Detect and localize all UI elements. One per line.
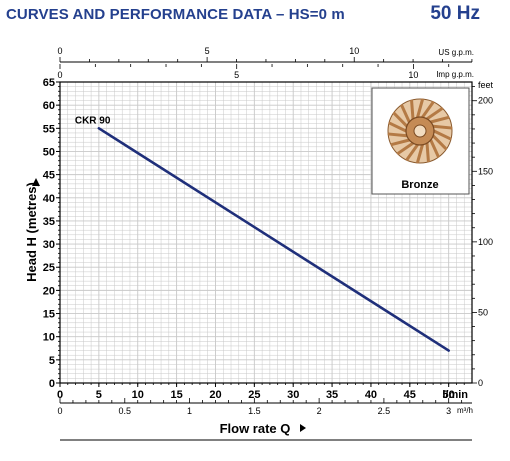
series-label: CKR 90 [75,115,111,126]
inset-label: Bronze [401,179,438,191]
series: CKR 90 [75,115,450,352]
y-tick-label: 20 [43,285,55,297]
impeller-vane [425,107,444,121]
m3h-tick-label: 1.5 [248,406,261,416]
us-gpm-tick-label: 5 [205,46,210,56]
y-tick-label: 45 [43,170,55,182]
m3h-tick-label: 0 [57,406,62,416]
imp-gpm-tick-label: 0 [57,70,62,80]
m3h-tick-label: 2 [317,406,322,416]
frequency-label: 50 Hz [430,3,480,24]
m3h-tick-label: 0.5 [119,406,132,416]
y-tick-label: 15 [43,309,55,321]
m3h-tick-label: 1 [187,406,192,416]
y-tick-label: 10 [43,332,55,344]
y-axis-title: Head H (metres) [24,182,39,282]
impeller-vane [431,134,448,150]
imp-gpm-tick-label: 10 [408,70,418,80]
impeller-vane [420,101,435,119]
feet-tick-label: 200 [478,96,493,106]
impeller-vane [410,99,415,121]
y-tick-label: 40 [43,193,55,205]
x-tick-label: 30 [287,389,299,401]
impeller-vane [432,129,452,141]
x-tick-label: 35 [326,389,338,401]
impeller-vane [400,104,411,124]
x-tick-label: 15 [170,389,182,401]
us-gpm-tick-label: 0 [57,46,62,56]
feet-tick-label: 100 [478,237,493,247]
impeller-vane [429,138,440,158]
us-gpm-tick-label: 10 [349,46,359,56]
impeller-vane [431,124,453,130]
y-tick-label: 55 [43,123,55,135]
y-tick-label: 5 [49,355,55,367]
y-tick-label: 30 [43,239,55,251]
impeller-vane [416,98,424,119]
impeller-vane [390,138,411,146]
us-gpm-unit: US g.p.m. [438,48,474,57]
x-unit-label: l/min [442,389,468,401]
y-tick-label: 25 [43,262,55,274]
series-line [97,127,450,352]
y-axis-arrow-icon [32,178,40,186]
impeller-vane [429,116,450,124]
impeller-vane [392,112,409,128]
x-axis-title: Flow rate Q [220,421,291,436]
m3h-tick-label: 3 [446,406,451,416]
y-tick-label: 50 [43,146,55,158]
feet-tick-label: 50 [478,307,488,317]
x-tick-label: 45 [404,389,416,401]
x-tick-label: 0 [57,389,63,401]
x-tick-label: 20 [209,389,221,401]
m3h-unit: m³/h [457,406,473,415]
imp-gpm-unit: Imp g.p.m. [436,70,474,79]
x-tick-label: 10 [132,389,144,401]
plot-frame [59,81,473,384]
impeller-vane [416,143,424,164]
impeller-vane [405,143,420,161]
y-tick-label: 35 [43,216,55,228]
impeller-vane [388,121,408,133]
m3h-tick-label: 2.5 [378,406,391,416]
imp-gpm-tick-label: 5 [234,70,239,80]
x-tick-label: 40 [365,389,377,401]
feet-tick-label: 150 [478,166,493,176]
bronze-impeller-icon [387,98,453,164]
x-tick-label: 5 [96,389,102,401]
chart-title: CURVES AND PERFORMANCE DATA – HS=0 m [6,6,345,23]
impeller-vane [387,132,409,138]
y-tick-label: 0 [49,378,55,390]
impeller-bore [413,124,427,138]
y-tick-label: 60 [43,100,55,112]
feet-tick-label: 0 [478,378,483,388]
y-tick-label: 65 [43,77,55,89]
feet-unit: feet [478,80,494,90]
x-axis-arrow-icon [300,424,306,432]
impeller-inset: Bronze [371,87,470,195]
x-tick-label: 25 [248,389,260,401]
impeller-vane [396,141,415,155]
x-tick-label: 50 [443,389,455,401]
impeller-vane [425,141,430,163]
